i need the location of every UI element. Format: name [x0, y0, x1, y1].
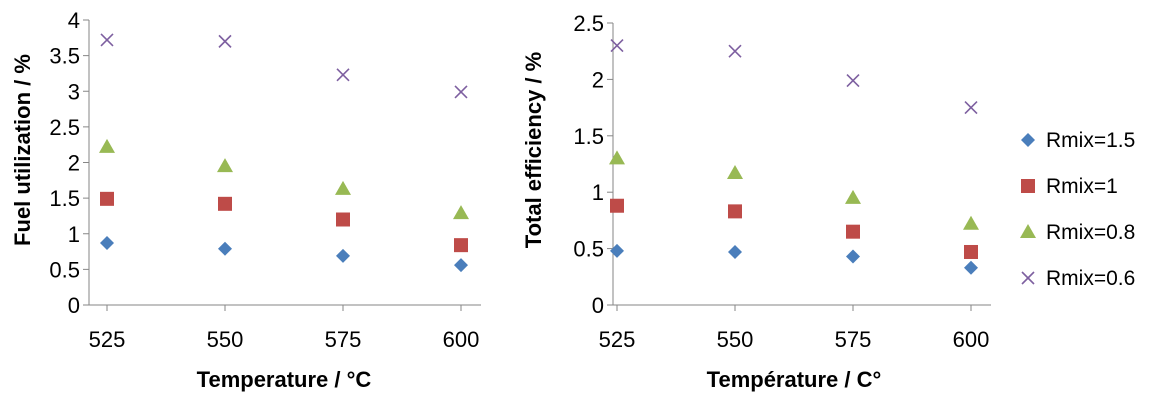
fuel-point-x-stroke-b [336, 68, 350, 82]
fuel-point-x-stroke-b [100, 33, 114, 47]
eff-y-axis-title: Total efficiency / % [521, 52, 546, 248]
legend-marker-triangle [1020, 224, 1036, 238]
fuel-x-tick-label: 600 [443, 327, 480, 352]
legend-label: Rmix=1 [1046, 175, 1118, 198]
fuel-x-tick-label: 525 [89, 327, 126, 352]
fuel-point-x [336, 68, 350, 82]
eff-x-tick-label: 550 [717, 327, 754, 352]
fuel-y-tick-label: 1.5 [49, 186, 80, 211]
fuel-point-square [100, 191, 114, 206]
fuel-point-diamond [100, 236, 114, 251]
legend-label: Rmix=0.6 [1046, 267, 1135, 290]
fuel-point-diamond [336, 248, 350, 263]
fuel-y-tick-label: 2 [68, 151, 80, 176]
eff-point-square [610, 198, 624, 213]
fuel-point-triangle [99, 138, 115, 153]
chart-total-efficiency: 0 0.5 1 1.5 2 2.5 525 550 575 600 Température / C°… [521, 11, 991, 392]
fuel-y-tick-label: 1 [68, 222, 80, 247]
eff-point-x-stroke-b [964, 101, 978, 115]
fuel-point-square [218, 196, 232, 211]
fuel-point-triangle [217, 158, 233, 173]
eff-point-square [846, 224, 860, 239]
eff-y-tick-label: 1 [592, 180, 604, 205]
eff-point-x [846, 73, 860, 88]
fuel-point-x [100, 33, 114, 47]
eff-y-tick-label: 1.5 [573, 124, 604, 149]
chart-fuel-utilization: 0 0.5 1 1.5 2 2.5 3 3.5 4 525 550 575 600 Temperature… [10, 8, 481, 392]
fuel-point-x [218, 34, 232, 48]
eff-point-diamond [728, 244, 742, 259]
eff-point-x [728, 44, 742, 58]
fuel-x-tick-label: 550 [207, 327, 244, 352]
eff-x-axis-title: Température / C° [707, 367, 882, 392]
eff-point-diamond [964, 260, 978, 275]
fuel-y-tick-label: 0 [68, 293, 80, 318]
fuel-y-tick-label: 4 [68, 8, 80, 33]
eff-point-triangle [963, 215, 979, 230]
fuel-point-diamond [218, 241, 232, 256]
fuel-point-triangle [453, 205, 469, 220]
eff-point-triangle [845, 189, 861, 204]
eff-point-diamond [610, 243, 624, 258]
legend-marker-square [1021, 179, 1035, 193]
legend-label: Rmix=0.8 [1046, 221, 1135, 244]
eff-x-tick-label: 525 [599, 327, 636, 352]
fuel-y-tick-label: 3 [68, 79, 80, 104]
legend-marker-x-stroke-b [1021, 271, 1035, 285]
fuel-point-x-stroke-b [218, 34, 232, 48]
eff-point-x [964, 101, 978, 115]
legend-marker-x [1021, 271, 1035, 285]
eff-point-square [728, 204, 742, 219]
fuel-point-square [336, 212, 350, 227]
fuel-point-triangle [335, 180, 351, 195]
eff-point-diamond [846, 249, 860, 264]
fuel-y-tick-label: 0.5 [49, 257, 80, 282]
fuel-point-square [454, 238, 468, 253]
fuel-x-tick-label: 575 [325, 327, 362, 352]
fuel-y-tick-label: 3.5 [49, 44, 80, 69]
fuel-point-x [454, 85, 468, 99]
fuel-x-axis-title: Temperature / °C [197, 367, 372, 392]
fuel-point-x-stroke-b [454, 85, 468, 99]
fuel-y-axis-title: Fuel utilization / % [10, 54, 35, 246]
eff-point-triangle [609, 150, 625, 165]
legend-marker-diamond [1021, 133, 1035, 147]
eff-y-tick-label: 2.5 [573, 11, 604, 36]
fuel-y-tick-label: 2.5 [49, 115, 80, 140]
eff-y-tick-label: 2 [592, 67, 604, 92]
fuel-point-diamond [454, 258, 468, 273]
eff-x-tick-label: 575 [835, 327, 872, 352]
legend: Rmix=1.5 Rmix=1 Rmix=0.8 Rmix=0.6 [1020, 129, 1135, 290]
eff-point-x-stroke-b [728, 44, 742, 58]
legend-label: Rmix=1.5 [1046, 129, 1135, 152]
eff-x-tick-label: 600 [953, 327, 990, 352]
eff-y-tick-label: 0.5 [573, 237, 604, 262]
eff-y-tick-label: 0 [592, 293, 604, 318]
eff-point-square [964, 244, 978, 259]
eff-point-x-stroke-b [610, 38, 624, 53]
eff-point-triangle [727, 165, 743, 180]
eff-point-x-stroke-b [846, 73, 860, 88]
eff-point-x [610, 38, 624, 53]
